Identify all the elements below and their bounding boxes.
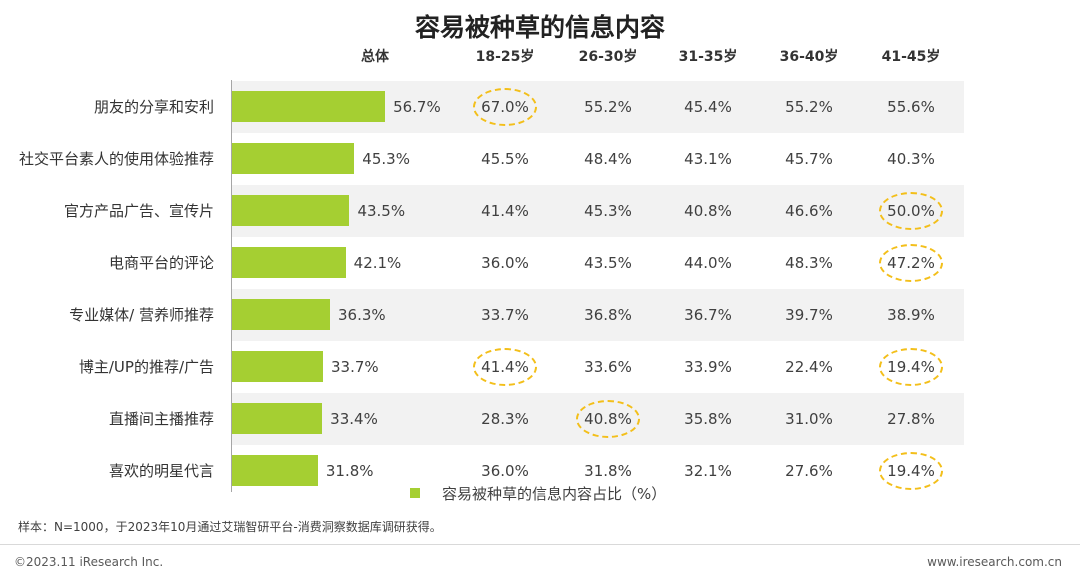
table-cell: 39.7% <box>785 306 833 324</box>
highlight-circle <box>879 348 943 386</box>
category-label: 直播间主播推荐 <box>108 410 214 428</box>
highlight-circle <box>879 452 943 490</box>
legend-label: 容易被种草的信息内容占比（%） <box>442 485 667 503</box>
highlight-circle <box>879 192 943 230</box>
copyright-text: ©2023.11 iResearch Inc. <box>14 555 164 569</box>
table-cell: 33.6% <box>584 358 632 376</box>
category-label: 喜欢的明星代言 <box>108 462 214 480</box>
bar-value-label: 31.8% <box>325 462 374 480</box>
category-label: 电商平台的评论 <box>108 254 214 272</box>
bar <box>232 195 350 226</box>
bar <box>232 403 323 434</box>
bar-value-label: 33.4% <box>330 410 378 428</box>
category-label: 专业媒体/ 营养师推荐 <box>69 306 214 324</box>
column-header: 总体 <box>361 49 389 65</box>
category-label: 社交平台素人的使用体验推荐 <box>18 150 214 168</box>
table-cell: 31.0% <box>785 410 833 428</box>
bar <box>232 91 386 122</box>
column-header: 41-45岁 <box>881 49 941 65</box>
highlight-circle <box>879 244 943 282</box>
bar-value-label: 33.7% <box>330 358 379 376</box>
category-label: 官方产品广告、宣传片 <box>63 202 214 220</box>
table-cell: 48.4% <box>584 150 632 168</box>
table-cell: 33.7% <box>481 306 529 324</box>
table-cell: 27.8% <box>887 410 935 428</box>
table-cell: 45.5% <box>481 150 529 168</box>
row-stripe <box>232 185 964 237</box>
table-cell: 36.7% <box>684 306 732 324</box>
bar-value-label: 42.1% <box>353 254 402 272</box>
table-cell: 36.8% <box>584 306 632 324</box>
highlight-circle <box>473 348 537 386</box>
table-cell: 48.3% <box>785 254 833 272</box>
table-cell: 45.4% <box>684 98 732 116</box>
row-stripe <box>232 289 964 341</box>
table-cell: 46.6% <box>785 202 833 220</box>
footer-divider <box>0 544 1080 545</box>
bar-value-label: 36.3% <box>338 306 386 324</box>
bar <box>232 299 330 330</box>
column-header: 31-35岁 <box>678 49 738 65</box>
column-header: 26-30岁 <box>578 49 638 65</box>
table-cell: 41.4% <box>481 202 529 220</box>
table-cell: 22.4% <box>785 358 833 376</box>
table-cell: 40.8% <box>684 202 732 220</box>
table-cell: 27.6% <box>785 462 833 480</box>
table-cell: 55.2% <box>584 98 632 116</box>
website-text: www.iresearch.com.cn <box>927 555 1062 569</box>
bar-value-label: 45.3% <box>362 150 410 168</box>
bar <box>232 455 318 486</box>
bar <box>232 351 323 382</box>
table-cell: 45.7% <box>785 150 833 168</box>
category-axis-line <box>231 80 232 492</box>
column-header: 36-40岁 <box>779 49 839 65</box>
table-cell: 43.5% <box>584 254 632 272</box>
table-cell: 44.0% <box>684 254 732 272</box>
table-cell: 36.0% <box>481 254 529 272</box>
bar <box>232 247 346 278</box>
table-cell: 38.9% <box>887 306 935 324</box>
sample-note: 样本：N=1000，于2023年10月通过艾瑞智研平台-消费洞察数据库调研获得。 <box>18 520 442 534</box>
table-cell: 55.2% <box>785 98 833 116</box>
highlight-circle <box>473 88 537 126</box>
chart-title: 容易被种草的信息内容 <box>414 13 665 42</box>
bar-value-label: 43.5% <box>357 202 406 220</box>
table-cell: 28.3% <box>481 410 529 428</box>
category-label: 博主/UP的推荐/广告 <box>78 358 214 376</box>
table-cell: 55.6% <box>887 98 935 116</box>
table-cell: 31.8% <box>584 462 632 480</box>
table-cell: 33.9% <box>684 358 732 376</box>
column-header: 18-25岁 <box>475 49 535 65</box>
table-cell: 36.0% <box>481 462 529 480</box>
table-cell: 35.8% <box>684 410 732 428</box>
category-label: 朋友的分享和安利 <box>93 98 214 116</box>
legend-swatch <box>410 488 420 498</box>
bar <box>232 143 355 174</box>
table-cell: 40.3% <box>887 150 935 168</box>
legend: 容易被种草的信息内容占比（%） <box>410 483 666 504</box>
bar-value-label: 56.7% <box>393 98 441 116</box>
table-cell: 45.3% <box>584 202 632 220</box>
table-cell: 32.1% <box>684 462 732 480</box>
highlight-circle <box>576 400 640 438</box>
table-cell: 43.1% <box>684 150 732 168</box>
